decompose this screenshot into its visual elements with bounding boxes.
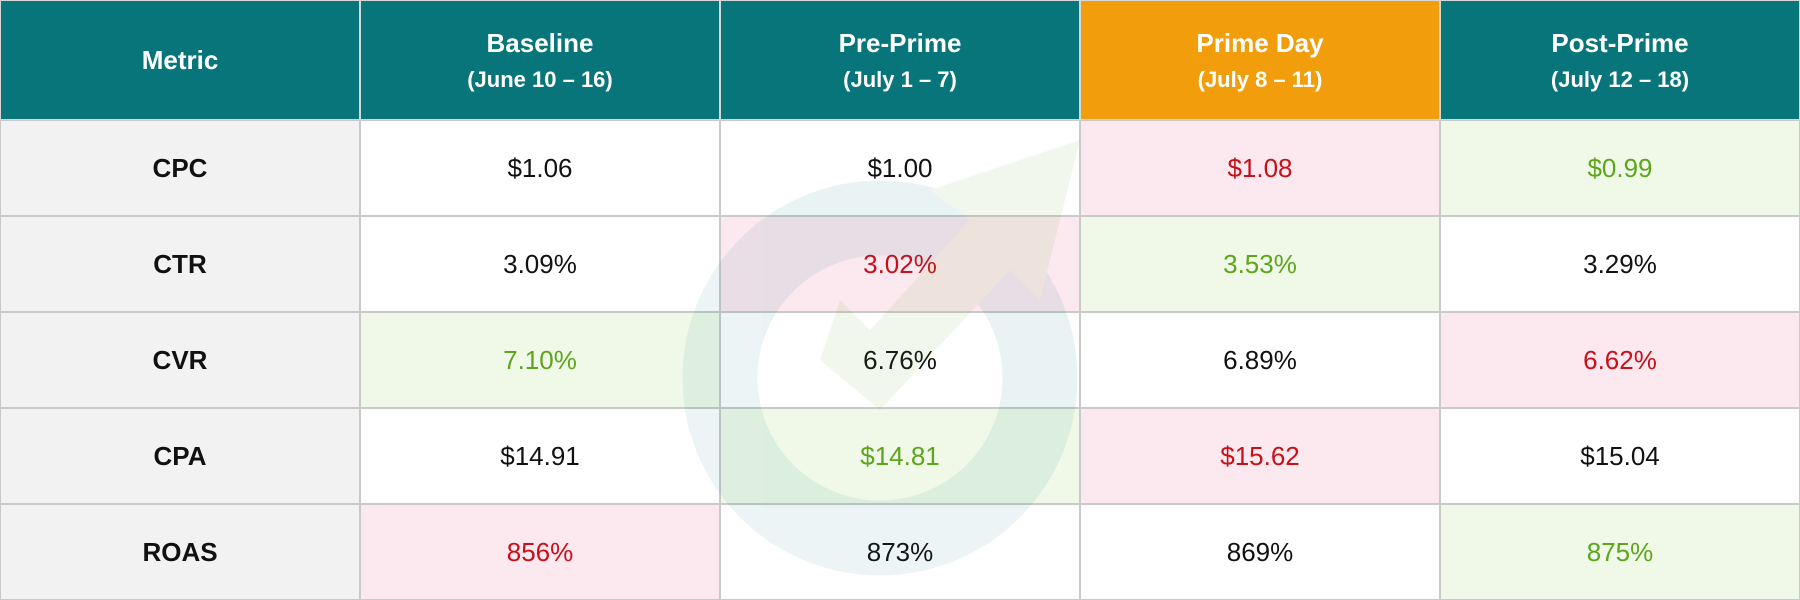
header-cell: Prime Day (July 8 – 11) xyxy=(1080,0,1440,120)
header-cell: Baseline (June 10 – 16) xyxy=(360,0,720,120)
value-cell: $14.81 xyxy=(720,408,1080,504)
header-title: Pre-Prime xyxy=(838,27,962,58)
value-cell: 3.02% xyxy=(720,216,1080,312)
value-cell: 7.10% xyxy=(360,312,720,408)
header-title: Prime Day xyxy=(1196,27,1324,58)
header-subtitle: (July 1 – 7) xyxy=(843,66,957,92)
value-cell: 875% xyxy=(1440,504,1800,600)
value-cell: 6.62% xyxy=(1440,312,1800,408)
header-subtitle: (June 10 – 16) xyxy=(467,66,613,92)
value-cell: $14.91 xyxy=(360,408,720,504)
value-cell: 6.76% xyxy=(720,312,1080,408)
value-cell: $15.62 xyxy=(1080,408,1440,504)
value-cell: 869% xyxy=(1080,504,1440,600)
metric-cell: CPC xyxy=(0,120,360,216)
metric-cell: CPA xyxy=(0,408,360,504)
value-cell: $1.06 xyxy=(360,120,720,216)
header-subtitle: (July 8 – 11) xyxy=(1197,66,1323,92)
value-cell: 3.29% xyxy=(1440,216,1800,312)
header-cell: Metric xyxy=(0,0,360,120)
metric-cell: CTR xyxy=(0,216,360,312)
value-cell: 3.53% xyxy=(1080,216,1440,312)
header-cell: Post-Prime (July 12 – 18) xyxy=(1440,0,1800,120)
header-title: Post-Prime xyxy=(1551,27,1689,58)
value-cell: 3.09% xyxy=(360,216,720,312)
header-title: Baseline xyxy=(486,27,594,58)
value-cell: $15.04 xyxy=(1440,408,1800,504)
header-cell: Pre-Prime (July 1 – 7) xyxy=(720,0,1080,120)
value-cell: 873% xyxy=(720,504,1080,600)
header-title: Metric xyxy=(141,44,219,75)
value-cell: 6.89% xyxy=(1080,312,1440,408)
value-cell: 856% xyxy=(360,504,720,600)
value-cell: $0.99 xyxy=(1440,120,1800,216)
value-cell: $1.00 xyxy=(720,120,1080,216)
value-cell: $1.08 xyxy=(1080,120,1440,216)
header-subtitle: (July 12 – 18) xyxy=(1550,66,1690,92)
metric-cell: ROAS xyxy=(0,504,360,600)
metric-cell: CVR xyxy=(0,312,360,408)
